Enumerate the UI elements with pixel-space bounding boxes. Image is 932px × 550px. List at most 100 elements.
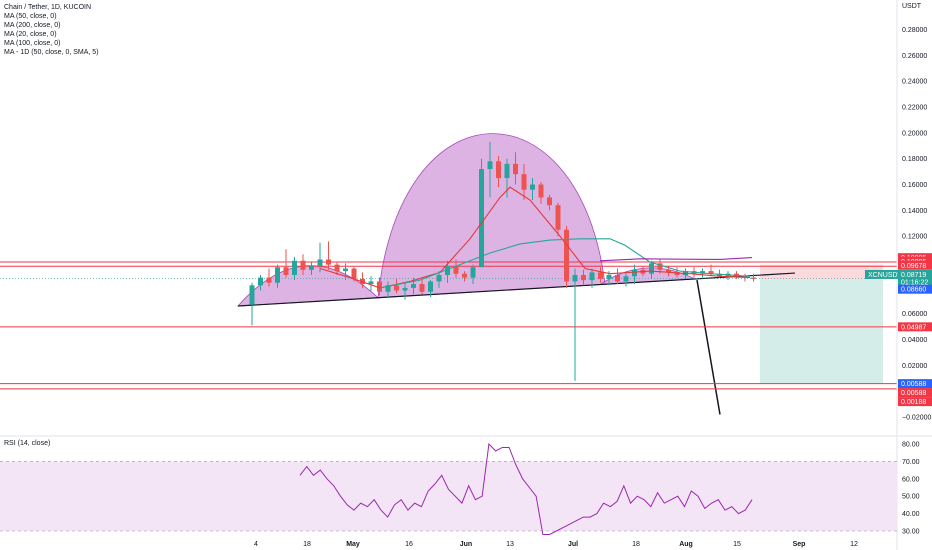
levels-layer xyxy=(0,261,897,390)
candle-body xyxy=(462,273,467,278)
take-profit-zone xyxy=(760,279,883,384)
price-tag: 0.00588 xyxy=(898,388,932,398)
projection-line xyxy=(696,280,721,415)
price-tag-text: 0.09678 xyxy=(901,263,926,270)
candle-body xyxy=(402,287,408,291)
candle-body xyxy=(606,274,612,279)
ma100-line xyxy=(599,256,753,262)
indicator-ma200[interactable]: MA (200, close, 0) xyxy=(4,22,61,29)
price-tag-bg xyxy=(865,269,898,279)
rsi-tick-label: 50.00 xyxy=(902,494,920,501)
stop-loss-zone xyxy=(760,264,883,280)
candle-body xyxy=(538,184,544,198)
candle-body xyxy=(513,163,518,175)
price-tick-label: 0.02000 xyxy=(902,363,927,370)
chart-title: Chain / Tether, 1D, KUCOIN xyxy=(4,4,92,11)
rsi-line xyxy=(299,442,753,535)
candle-body xyxy=(317,259,323,266)
candle-body xyxy=(615,274,620,282)
price-tick-label: 0.14000 xyxy=(902,208,927,215)
candle-body xyxy=(368,281,374,285)
price-tag-bg xyxy=(898,277,932,287)
time-tick-label: Jun xyxy=(460,541,472,548)
price-tag: XCNUSDT xyxy=(865,269,903,279)
rsi-layer: 80.00 70.00 60.00 50.00 40.00 30.00 xyxy=(0,442,920,536)
candle-body xyxy=(657,263,663,270)
candle-body xyxy=(487,161,493,170)
rsi-legend[interactable]: RSI (14, close) xyxy=(4,440,51,447)
time-tick-label: 4 xyxy=(254,541,258,548)
price-tag-bg xyxy=(898,284,932,294)
indicator-ma100[interactable]: MA (100, close, 0) xyxy=(4,40,61,47)
candle-body xyxy=(572,274,578,282)
price-tag-bg xyxy=(898,260,932,270)
candle-body xyxy=(564,229,569,282)
candle-body xyxy=(428,281,433,292)
candle-body xyxy=(666,269,671,273)
candle-body xyxy=(334,264,340,272)
rsi-tick-label: 30.00 xyxy=(902,529,920,536)
indicator-ma50[interactable]: MA (50, close, 0) xyxy=(4,13,57,20)
candle-body xyxy=(623,276,629,282)
candle-body xyxy=(266,277,272,283)
candle-body xyxy=(249,285,255,305)
price-tick-label: 0.20000 xyxy=(902,130,927,137)
time-tick-label: May xyxy=(346,541,360,548)
price-tag-text: 01:16:22 xyxy=(901,279,928,286)
candle-body xyxy=(385,285,391,292)
head xyxy=(377,133,606,299)
price-tick-label: −0.02000 xyxy=(902,415,931,422)
price-tag-bg xyxy=(898,397,932,407)
candle-body xyxy=(521,174,527,190)
price-tag-text: 0.00188 xyxy=(901,399,926,406)
time-tick-label: 18 xyxy=(632,541,640,548)
rsi-tick-label: 60.00 xyxy=(902,476,920,483)
moving-averages-layer xyxy=(319,186,753,289)
left-shoulder xyxy=(237,265,379,307)
candle-body xyxy=(419,284,425,292)
candle-body xyxy=(581,274,586,281)
candle-body xyxy=(530,184,535,190)
candle-body xyxy=(377,281,382,292)
rsi-tick-label: 40.00 xyxy=(902,511,920,518)
candle-body xyxy=(453,265,459,274)
price-tag: 0.04987 xyxy=(898,322,932,332)
candle-body xyxy=(717,273,722,277)
rsi-band xyxy=(0,461,897,531)
time-tick-label: Sep xyxy=(793,541,806,548)
time-tick-label: 13 xyxy=(506,541,514,548)
price-tick-label: 0.28000 xyxy=(902,27,927,34)
price-tag-bg xyxy=(898,388,932,398)
price-tick-label: 0.04000 xyxy=(902,337,927,344)
candle-body xyxy=(751,277,756,279)
time-tick-label: Jul xyxy=(568,541,578,548)
candle-body xyxy=(649,263,654,274)
candle-body xyxy=(411,284,416,288)
price-tick-label: 0.06000 xyxy=(902,311,927,318)
price-tag-text: XCNUSDT xyxy=(868,272,903,279)
candle-body xyxy=(598,272,603,279)
price-tag-bg xyxy=(898,322,932,332)
candle-body xyxy=(496,161,501,179)
time-tick-label: 15 xyxy=(733,541,741,548)
candle-body xyxy=(547,197,552,206)
price-tag-text: 0.04987 xyxy=(901,324,926,331)
candle-body xyxy=(309,265,314,270)
candle-body xyxy=(479,169,484,268)
price-tag-text: 0.08660 xyxy=(901,287,926,294)
candle-body xyxy=(351,268,357,279)
indicator-ma-1d[interactable]: MA - 1D (50, close, 0, SMA, 5) xyxy=(4,49,99,56)
price-tag: 0.00188 xyxy=(898,397,932,407)
candle-body xyxy=(436,274,442,282)
indicator-ma20[interactable]: MA (20, close, 0) xyxy=(4,31,57,38)
candle-body xyxy=(504,163,510,179)
price-tag-text: 0.00588 xyxy=(901,381,926,388)
price-tick-label: 0.18000 xyxy=(902,156,927,163)
candle-body xyxy=(555,205,561,230)
price-tag-bg xyxy=(898,379,932,389)
candle-body xyxy=(632,269,637,277)
ma50-line xyxy=(379,238,751,289)
candle-body xyxy=(283,267,289,275)
candle-body xyxy=(394,285,399,291)
